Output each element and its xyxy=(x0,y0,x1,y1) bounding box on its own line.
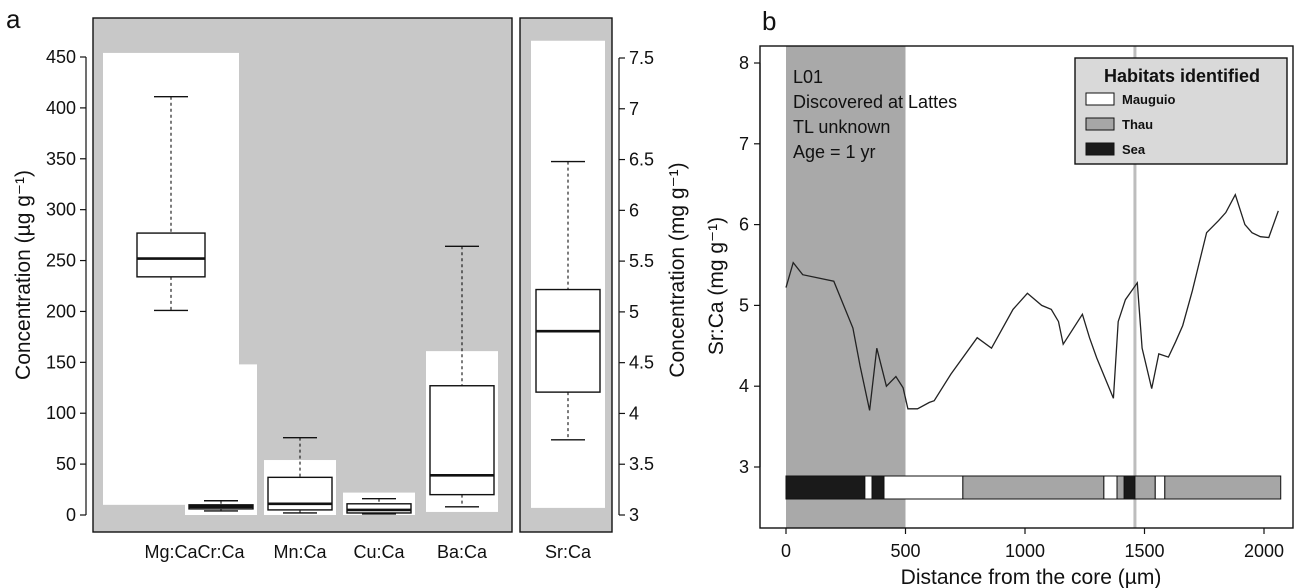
y-tick-label-a: 250 xyxy=(46,251,76,271)
box-mn-ca xyxy=(264,436,336,515)
x-category-label: Cr:Ca xyxy=(197,542,245,562)
habitat-segment-sea xyxy=(871,475,885,500)
box-ba-ca xyxy=(426,245,498,512)
iqr-box xyxy=(136,232,206,278)
panel-letter-b: b xyxy=(762,6,776,36)
y-tick-label-a-sr: 7.5 xyxy=(629,48,654,68)
x-category-label: Mg:Ca xyxy=(144,542,198,562)
y-tick-label-a: 150 xyxy=(46,352,76,372)
habitat-segment-mauguio xyxy=(1103,475,1118,500)
x-tick-label-b: 2000 xyxy=(1244,541,1284,561)
y-tick-label-b: 7 xyxy=(739,134,749,154)
box-cu-ca xyxy=(343,492,415,515)
y-tick-label-b: 4 xyxy=(739,376,749,396)
shaded-region xyxy=(786,46,906,528)
legend-label: Mauguio xyxy=(1122,92,1175,107)
y-tick-label-a: 50 xyxy=(56,454,76,474)
panel-a: a 0 50 100 150 200 250 300 350 400 450 Concentratio… xyxy=(6,4,513,562)
legend-swatch-mauguio xyxy=(1085,92,1115,106)
habitat-segment-thau xyxy=(1164,475,1282,500)
y-tick-label-a-sr: 6.5 xyxy=(629,150,654,170)
y-tick-label-a-sr: 4 xyxy=(629,403,639,423)
annotation-line: Age = 1 yr xyxy=(793,142,876,162)
x-tick-label-b: 500 xyxy=(890,541,920,561)
y-tick-label-a-sr: 7 xyxy=(629,99,639,119)
x-tick-label-b: 0 xyxy=(781,541,791,561)
habitat-segment-thau xyxy=(1134,475,1156,500)
y-tick-label-a-sr: 3.5 xyxy=(629,454,654,474)
y-tick-label-a-sr: 6 xyxy=(629,200,639,220)
panel-a-sr: 3 3.5 4 4.5 5 5.5 6 6.5 7 7.5 Concentration (mg g⁻… xyxy=(519,17,689,562)
x-axis-label-b: Distance from the core (µm) xyxy=(901,566,1162,588)
habitat-segment-mauguio xyxy=(864,475,873,500)
y-axis-label-a: Concentration (µg g⁻¹) xyxy=(12,170,35,380)
panel-letter-a: a xyxy=(6,4,21,34)
y-tick-label-a: 200 xyxy=(46,301,76,321)
iqr-box xyxy=(429,385,495,496)
habitat-bar xyxy=(785,475,1282,500)
legend-label: Thau xyxy=(1122,117,1153,132)
legend-swatch-sea xyxy=(1085,142,1115,156)
habitat-segment-sea xyxy=(1123,475,1136,500)
y-tick-label-a-sr: 5 xyxy=(629,302,639,322)
y-tick-label-b: 3 xyxy=(739,457,749,477)
y-axis-label-b: Sr:Ca (mg g⁻¹) xyxy=(705,217,728,355)
y-tick-label-a-sr: 3 xyxy=(629,505,639,525)
iqr-box xyxy=(346,503,412,514)
y-tick-label-a-sr: 4.5 xyxy=(629,353,654,373)
habitat-segment-mauguio xyxy=(883,475,964,500)
y-axis-label-a-sr: Concentration (mg g⁻¹) xyxy=(666,162,689,377)
series-line xyxy=(785,193,1279,411)
x-category-label: Cu:Ca xyxy=(353,542,405,562)
x-category-label: Sr:Ca xyxy=(545,542,592,562)
legend: Habitats identified Mauguio Thau Sea xyxy=(1074,57,1288,165)
x-tick-label-b: 1500 xyxy=(1124,541,1164,561)
legend-label: Sea xyxy=(1122,142,1146,157)
box-sr-ca xyxy=(531,40,605,508)
box-cr-ca xyxy=(185,364,257,515)
y-tick-label-a: 300 xyxy=(46,200,76,220)
y-tick-label-b: 8 xyxy=(739,53,749,73)
y-tick-label-a: 400 xyxy=(46,98,76,118)
habitat-segment-thau xyxy=(1116,475,1125,500)
legend-swatch-thau xyxy=(1085,117,1115,131)
legend-title: Habitats identified xyxy=(1104,66,1260,86)
y-tick-label-a: 0 xyxy=(66,505,76,525)
habitat-segment-thau xyxy=(962,475,1105,500)
y-tick-label-b: 5 xyxy=(739,295,749,315)
panel-b: b 3 4 5 6 7 8 Sr:Ca (mg g⁻¹) 0 500 1000 1500 2000 Dis… xyxy=(705,6,1294,588)
annotation-line: Discovered at Lattes xyxy=(793,92,957,112)
habitat-segment-sea xyxy=(785,475,866,500)
range-rect xyxy=(185,364,257,515)
y-tick-label-a: 450 xyxy=(46,47,76,67)
iqr-box xyxy=(535,288,601,393)
annotation-line: L01 xyxy=(793,67,823,87)
x-category-label: Mn:Ca xyxy=(273,542,327,562)
y-tick-label-a-sr: 5.5 xyxy=(629,251,654,271)
y-tick-label-b: 6 xyxy=(739,215,749,235)
range-rect xyxy=(531,40,605,508)
y-tick-label-a: 100 xyxy=(46,403,76,423)
x-tick-label-b: 1000 xyxy=(1005,541,1045,561)
annotation-line: TL unknown xyxy=(793,117,890,137)
y-tick-label-a: 350 xyxy=(46,149,76,169)
habitat-segment-mauguio xyxy=(1154,475,1166,500)
x-category-label: Ba:Ca xyxy=(437,542,488,562)
